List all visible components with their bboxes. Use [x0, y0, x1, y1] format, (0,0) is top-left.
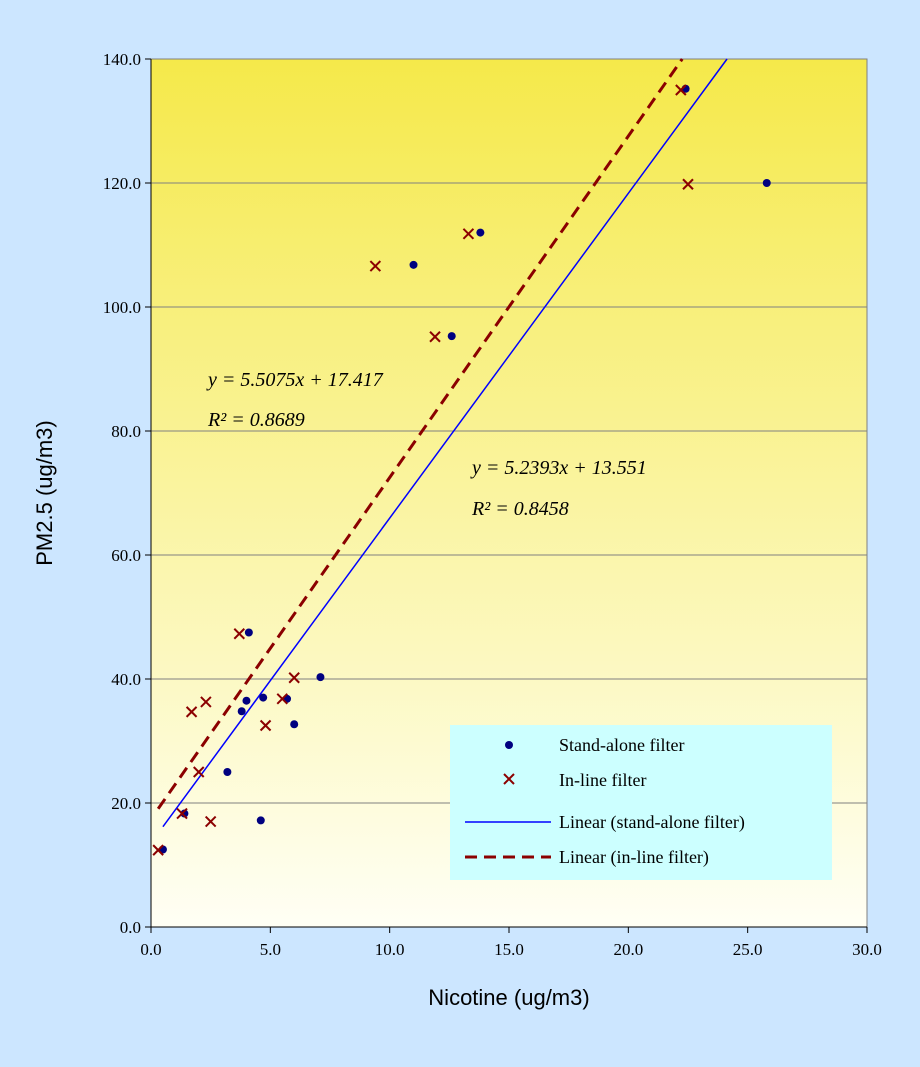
point-standalone-filter	[180, 809, 189, 818]
point-standalone-filter	[447, 332, 456, 341]
point-inline-filter	[200, 696, 212, 708]
point-standalone-filter	[476, 228, 485, 237]
point-inline-filter	[152, 844, 164, 856]
point-inline-filter	[259, 719, 272, 732]
point-inline-filter	[675, 84, 687, 96]
x-tick-label: 30.0	[852, 940, 882, 959]
y-tick-label: 80.0	[111, 422, 141, 441]
x-tick-label: 15.0	[494, 940, 524, 959]
x-tick-label: 25.0	[733, 940, 763, 959]
trendline-standalone-filter	[162, 58, 728, 828]
point-standalone-filter	[242, 696, 251, 705]
x-axis-title: Nicotine (ug/m3)	[428, 985, 589, 1010]
legend-box	[450, 725, 832, 880]
point-inline-filter	[276, 693, 288, 705]
point-inline-filter	[369, 260, 382, 272]
y-tick-label: 120.0	[103, 174, 141, 193]
point-standalone-filter	[256, 816, 265, 825]
point-inline-filter	[204, 815, 217, 828]
r2-standalone-filter: R² = 0.8458	[471, 498, 569, 520]
legend-marker-standalone	[505, 741, 513, 749]
axis-ticks: 0.0 20.0 40.0 60.0 80.0 100.0 120.0 140.0 0.0 5.0…	[103, 50, 882, 959]
y-tick-label: 20.0	[111, 794, 141, 813]
point-standalone-filter	[244, 628, 253, 637]
point-inline-filter	[185, 706, 198, 718]
point-inline-filter	[429, 331, 441, 343]
x-tick-label: 20.0	[613, 940, 643, 959]
r2-inline-filter: R² = 0.8689	[207, 409, 305, 431]
x-tick-label: 10.0	[375, 940, 405, 959]
equation-inline-filter: y = 5.5075x + 17.417	[206, 369, 384, 391]
y-tick-label: 100.0	[103, 298, 141, 317]
point-inline-filter	[462, 228, 475, 240]
trendlines	[156, 58, 728, 828]
point-standalone-filter	[290, 720, 299, 729]
point-standalone-filter	[316, 673, 325, 682]
point-inline-filter	[176, 807, 188, 820]
y-axis-title: PM2.5 (ug/m3)	[32, 420, 57, 566]
point-inline-filter	[193, 766, 205, 778]
point-standalone-filter	[223, 768, 232, 776]
point-inline-filter	[233, 628, 246, 640]
legend-label-linear-standalone: Linear (stand-alone filter)	[559, 812, 745, 833]
point-standalone-filter	[259, 693, 268, 702]
point-inline-filter	[288, 672, 300, 684]
x-tick-label: 0.0	[140, 940, 161, 959]
point-standalone-filter	[237, 707, 246, 716]
y-tick-label: 40.0	[111, 670, 141, 689]
point-standalone-filter	[409, 260, 418, 269]
legend-marker-inline	[503, 773, 515, 785]
y-tick-label: 140.0	[103, 50, 141, 69]
legend-label-inline: In-line filter	[559, 770, 646, 790]
legend: Stand-alone filter In-line filter Linear…	[450, 725, 832, 880]
x-tick-label: 5.0	[260, 940, 281, 959]
legend-label-linear-inline: Linear (in-line filter)	[559, 847, 709, 868]
data-points	[152, 84, 771, 856]
legend-label-standalone: Stand-alone filter	[559, 735, 684, 755]
point-standalone-filter	[762, 179, 771, 187]
y-tick-label: 60.0	[111, 546, 141, 565]
y-tick-label: 0.0	[120, 918, 141, 937]
point-inline-filter	[682, 178, 694, 190]
equation-standalone-filter: y = 5.2393x + 13.551	[470, 457, 647, 479]
trendline-inline-filter	[156, 58, 684, 810]
